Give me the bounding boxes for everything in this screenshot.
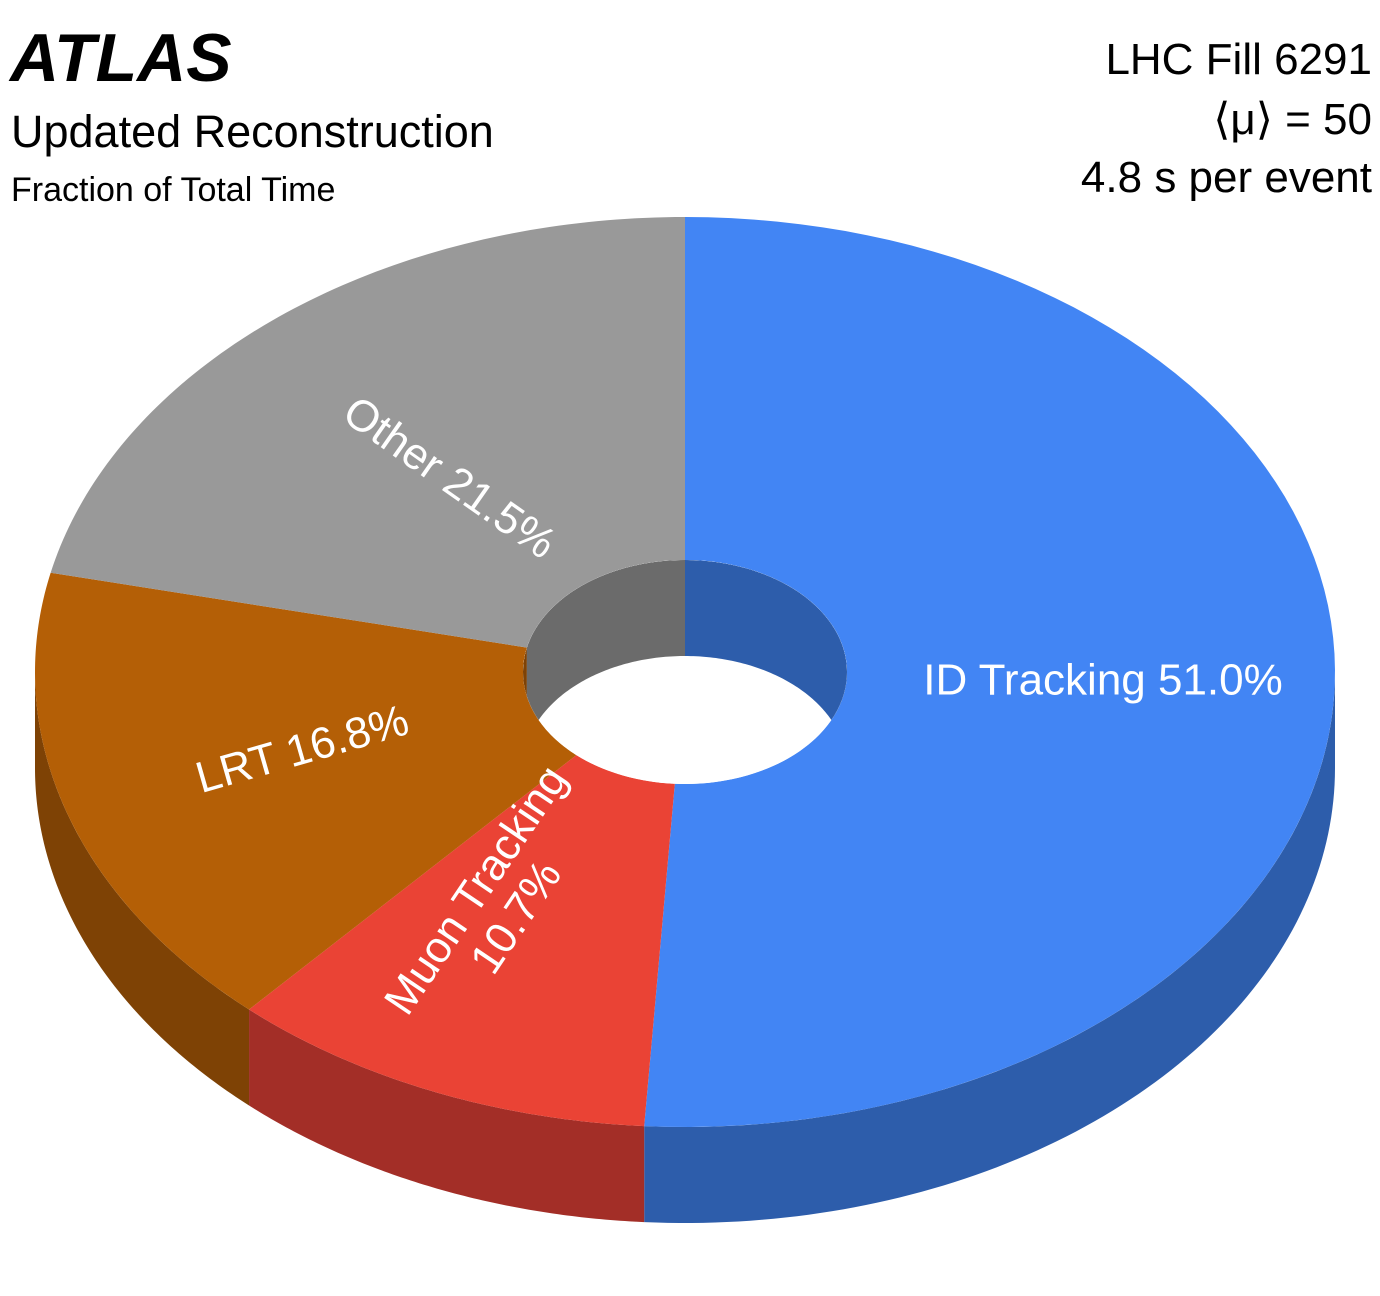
slice-id-tracking [644,217,1335,1127]
label-id-tracking: ID Tracking 51.0% [923,656,1283,705]
donut-top-faces [35,217,1335,1127]
side-wall-lrt [35,672,250,1106]
side-wall-muon-tracking [249,1009,645,1223]
donut-hole [523,560,847,784]
slice-lrt [35,572,577,1010]
lhc-fill-label: LHC Fill 6291 [1105,35,1372,84]
slice-other [50,217,685,648]
side-wall-id-tracking [644,672,1335,1223]
atlas-title: ATLAS [10,20,232,96]
inner-wall-id-tracking [685,560,847,768]
donut-outer-sides [35,672,1335,1223]
chart-subtitle: Updated Reconstruction [11,106,494,157]
slice-muon-tracking [249,755,675,1127]
chart-caption: Fraction of Total Time [11,171,336,209]
inner-wall-other [526,560,685,744]
time-per-event-label: 4.8 s per event [1080,153,1372,202]
pileup-label: ⟨μ⟩ = 50 [1213,95,1372,144]
